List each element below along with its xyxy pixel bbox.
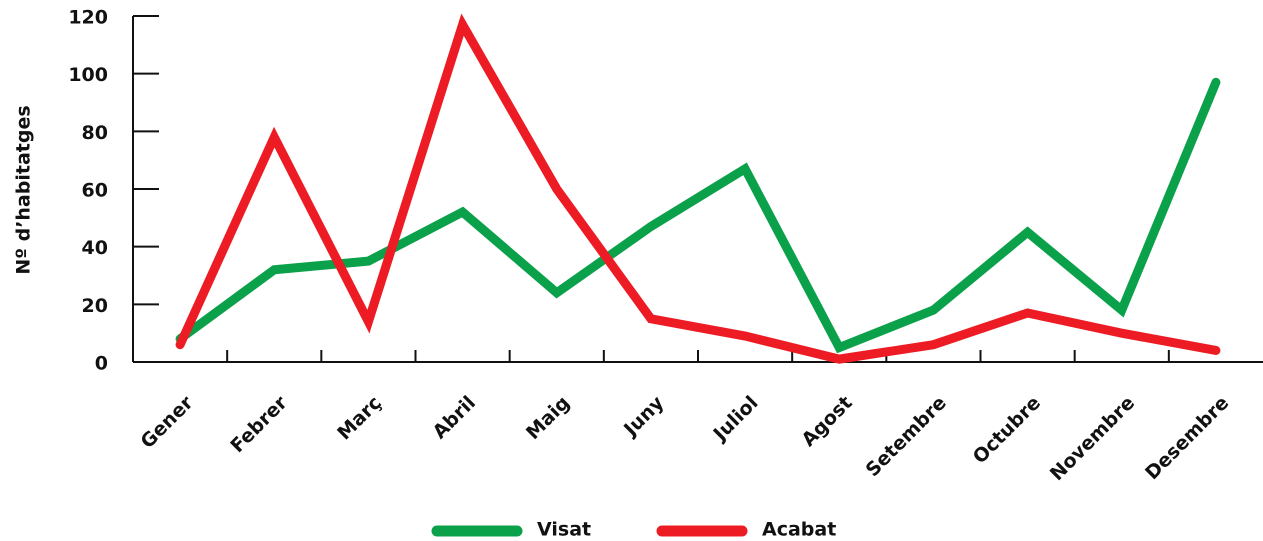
x-tick-label: Desembre — [1141, 392, 1233, 484]
x-tick-label: Novembre — [1046, 392, 1139, 485]
y-tick-label: 80 — [82, 122, 108, 144]
y-tick-label: 0 — [95, 353, 108, 375]
x-tick-label: Maig — [522, 392, 574, 444]
x-tick-label: Setembre — [862, 392, 951, 481]
x-tick-label: Agost — [797, 392, 856, 451]
x-tick-label: Octubre — [969, 392, 1045, 468]
y-tick-label: 100 — [68, 64, 108, 86]
x-tick-label: Gener — [137, 391, 198, 452]
y-tick-label: 120 — [68, 7, 108, 29]
x-tick-label: Febrer — [226, 391, 292, 457]
y-tick-label: 40 — [82, 237, 108, 259]
series-line — [175, 13, 1221, 364]
y-tick-label: 20 — [82, 295, 108, 317]
x-tick-label: Juny — [618, 391, 668, 441]
legend-label: Acabat — [762, 519, 836, 541]
y-axis-label: Nº d’habitatges — [13, 105, 35, 274]
x-tick-label: Juliol — [708, 392, 763, 447]
series-line — [175, 77, 1221, 354]
x-tick-label: Març — [333, 392, 386, 445]
legend-label: Visat — [537, 519, 591, 541]
y-tick-label: 60 — [82, 180, 108, 202]
x-tick-label: Abril — [429, 392, 480, 443]
